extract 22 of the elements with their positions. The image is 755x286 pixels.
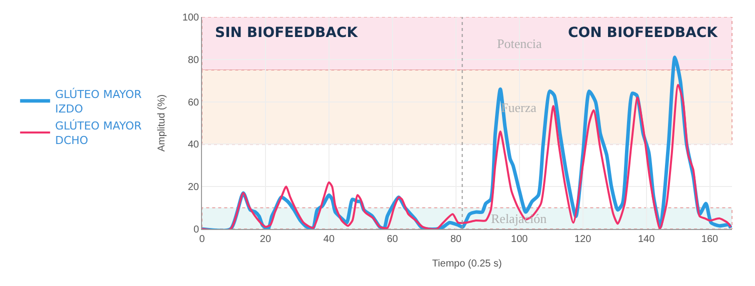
x-tick-label: 20: [260, 234, 272, 245]
x-tick-label: 160: [701, 234, 719, 245]
x-tick-label: 120: [574, 234, 592, 245]
y-tick-label: 60: [188, 97, 200, 108]
legend-label: GLÚTEO MAYOR IZDO: [55, 87, 142, 116]
annotation: SIN BIOFEEDBACK: [215, 25, 359, 41]
y-tick-label: 100: [182, 12, 200, 24]
y-tick-label: 80: [188, 54, 200, 66]
annotation: CON BIOFEEDBACK: [568, 25, 719, 41]
x-tick-label: 60: [386, 234, 398, 245]
legend-label: GLÚTEO MAYOR DCHO: [55, 118, 142, 147]
y-tick-label: 40: [188, 140, 200, 151]
band-label: Potencia: [497, 36, 542, 51]
x-tick-label: 100: [511, 234, 528, 245]
x-tick-label: 140: [638, 234, 656, 245]
y-tick-label: 0: [193, 224, 200, 236]
x-axis-title: Tiempo (0.25 s): [432, 258, 502, 270]
x-tick-label: 80: [450, 234, 462, 245]
x-tick-label: 40: [323, 234, 335, 245]
y-tick-label: 20: [188, 182, 200, 194]
band-label: Relajación: [491, 211, 548, 226]
y-axis-title: Amplitud (%): [156, 94, 168, 152]
